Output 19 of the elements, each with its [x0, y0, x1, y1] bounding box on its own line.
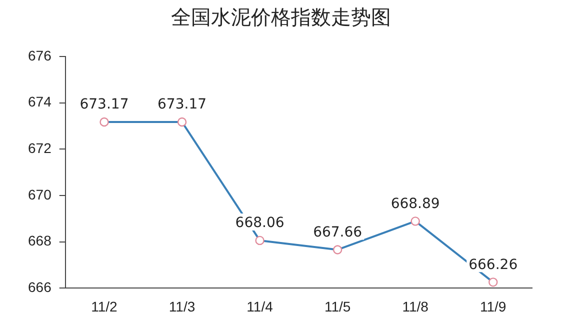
- y-tick-label: 672: [28, 140, 52, 156]
- y-tick-label: 670: [28, 186, 52, 202]
- chart-title: 全国水泥价格指数走势图: [170, 4, 392, 31]
- data-label: 673.17: [80, 96, 129, 113]
- data-label: 668.06: [235, 215, 284, 232]
- y-tick-label: 668: [28, 232, 52, 249]
- x-tick-label: 11/4: [246, 298, 274, 314]
- x-tick-label: 11/3: [168, 298, 196, 314]
- data-label: 667.66: [313, 224, 362, 240]
- data-label: 673.17: [158, 96, 207, 113]
- x-tick-label: 11/2: [91, 298, 118, 314]
- x-tick-label: 11/5: [324, 298, 351, 314]
- x-tick-label: 11/9: [480, 298, 506, 314]
- data-label: 666.26: [468, 256, 518, 273]
- y-tick-label: 674: [28, 94, 52, 110]
- data-label: 668.89: [390, 196, 440, 212]
- y-tick-label: 676: [28, 47, 52, 64]
- x-tick-label: 11/8: [402, 298, 429, 314]
- y-tick-label: 666: [28, 279, 52, 296]
